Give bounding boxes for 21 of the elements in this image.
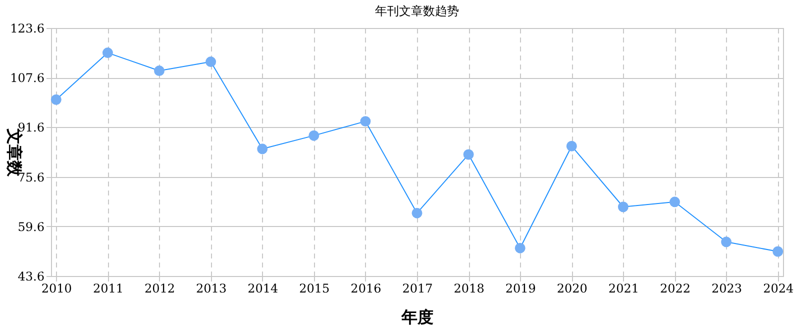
x-tick-label: 2010 — [41, 282, 72, 296]
x-tick-label: 2018 — [454, 282, 484, 296]
y-tick-label: 43.6 — [18, 270, 44, 284]
x-tick-label: 2024 — [763, 282, 794, 296]
x-tick-label: 2014 — [248, 282, 278, 296]
x-tick-label: 2013 — [196, 282, 227, 296]
chart-title: 年刊文章数趋势 — [375, 4, 459, 18]
x-tick-label: 2012 — [144, 282, 176, 296]
y-tick-label: 107.6 — [10, 71, 44, 86]
x-tick-label: 2019 — [505, 282, 536, 296]
x-tick-label: 2022 — [660, 282, 691, 296]
x-tick-label: 2016 — [350, 282, 382, 296]
x-axis-title: 年度 — [400, 308, 434, 326]
y-tick-label: 123.6 — [10, 22, 44, 36]
x-tick-label: 2020 — [556, 282, 588, 296]
y-tick-label: 59.6 — [18, 220, 44, 234]
x-tick-label: 2017 — [402, 282, 433, 296]
x-tick-label: 2021 — [608, 282, 639, 296]
x-tick-label: 2011 — [92, 282, 124, 296]
x-tick-label: 2023 — [712, 282, 742, 296]
x-tick-label: 2015 — [299, 282, 330, 296]
